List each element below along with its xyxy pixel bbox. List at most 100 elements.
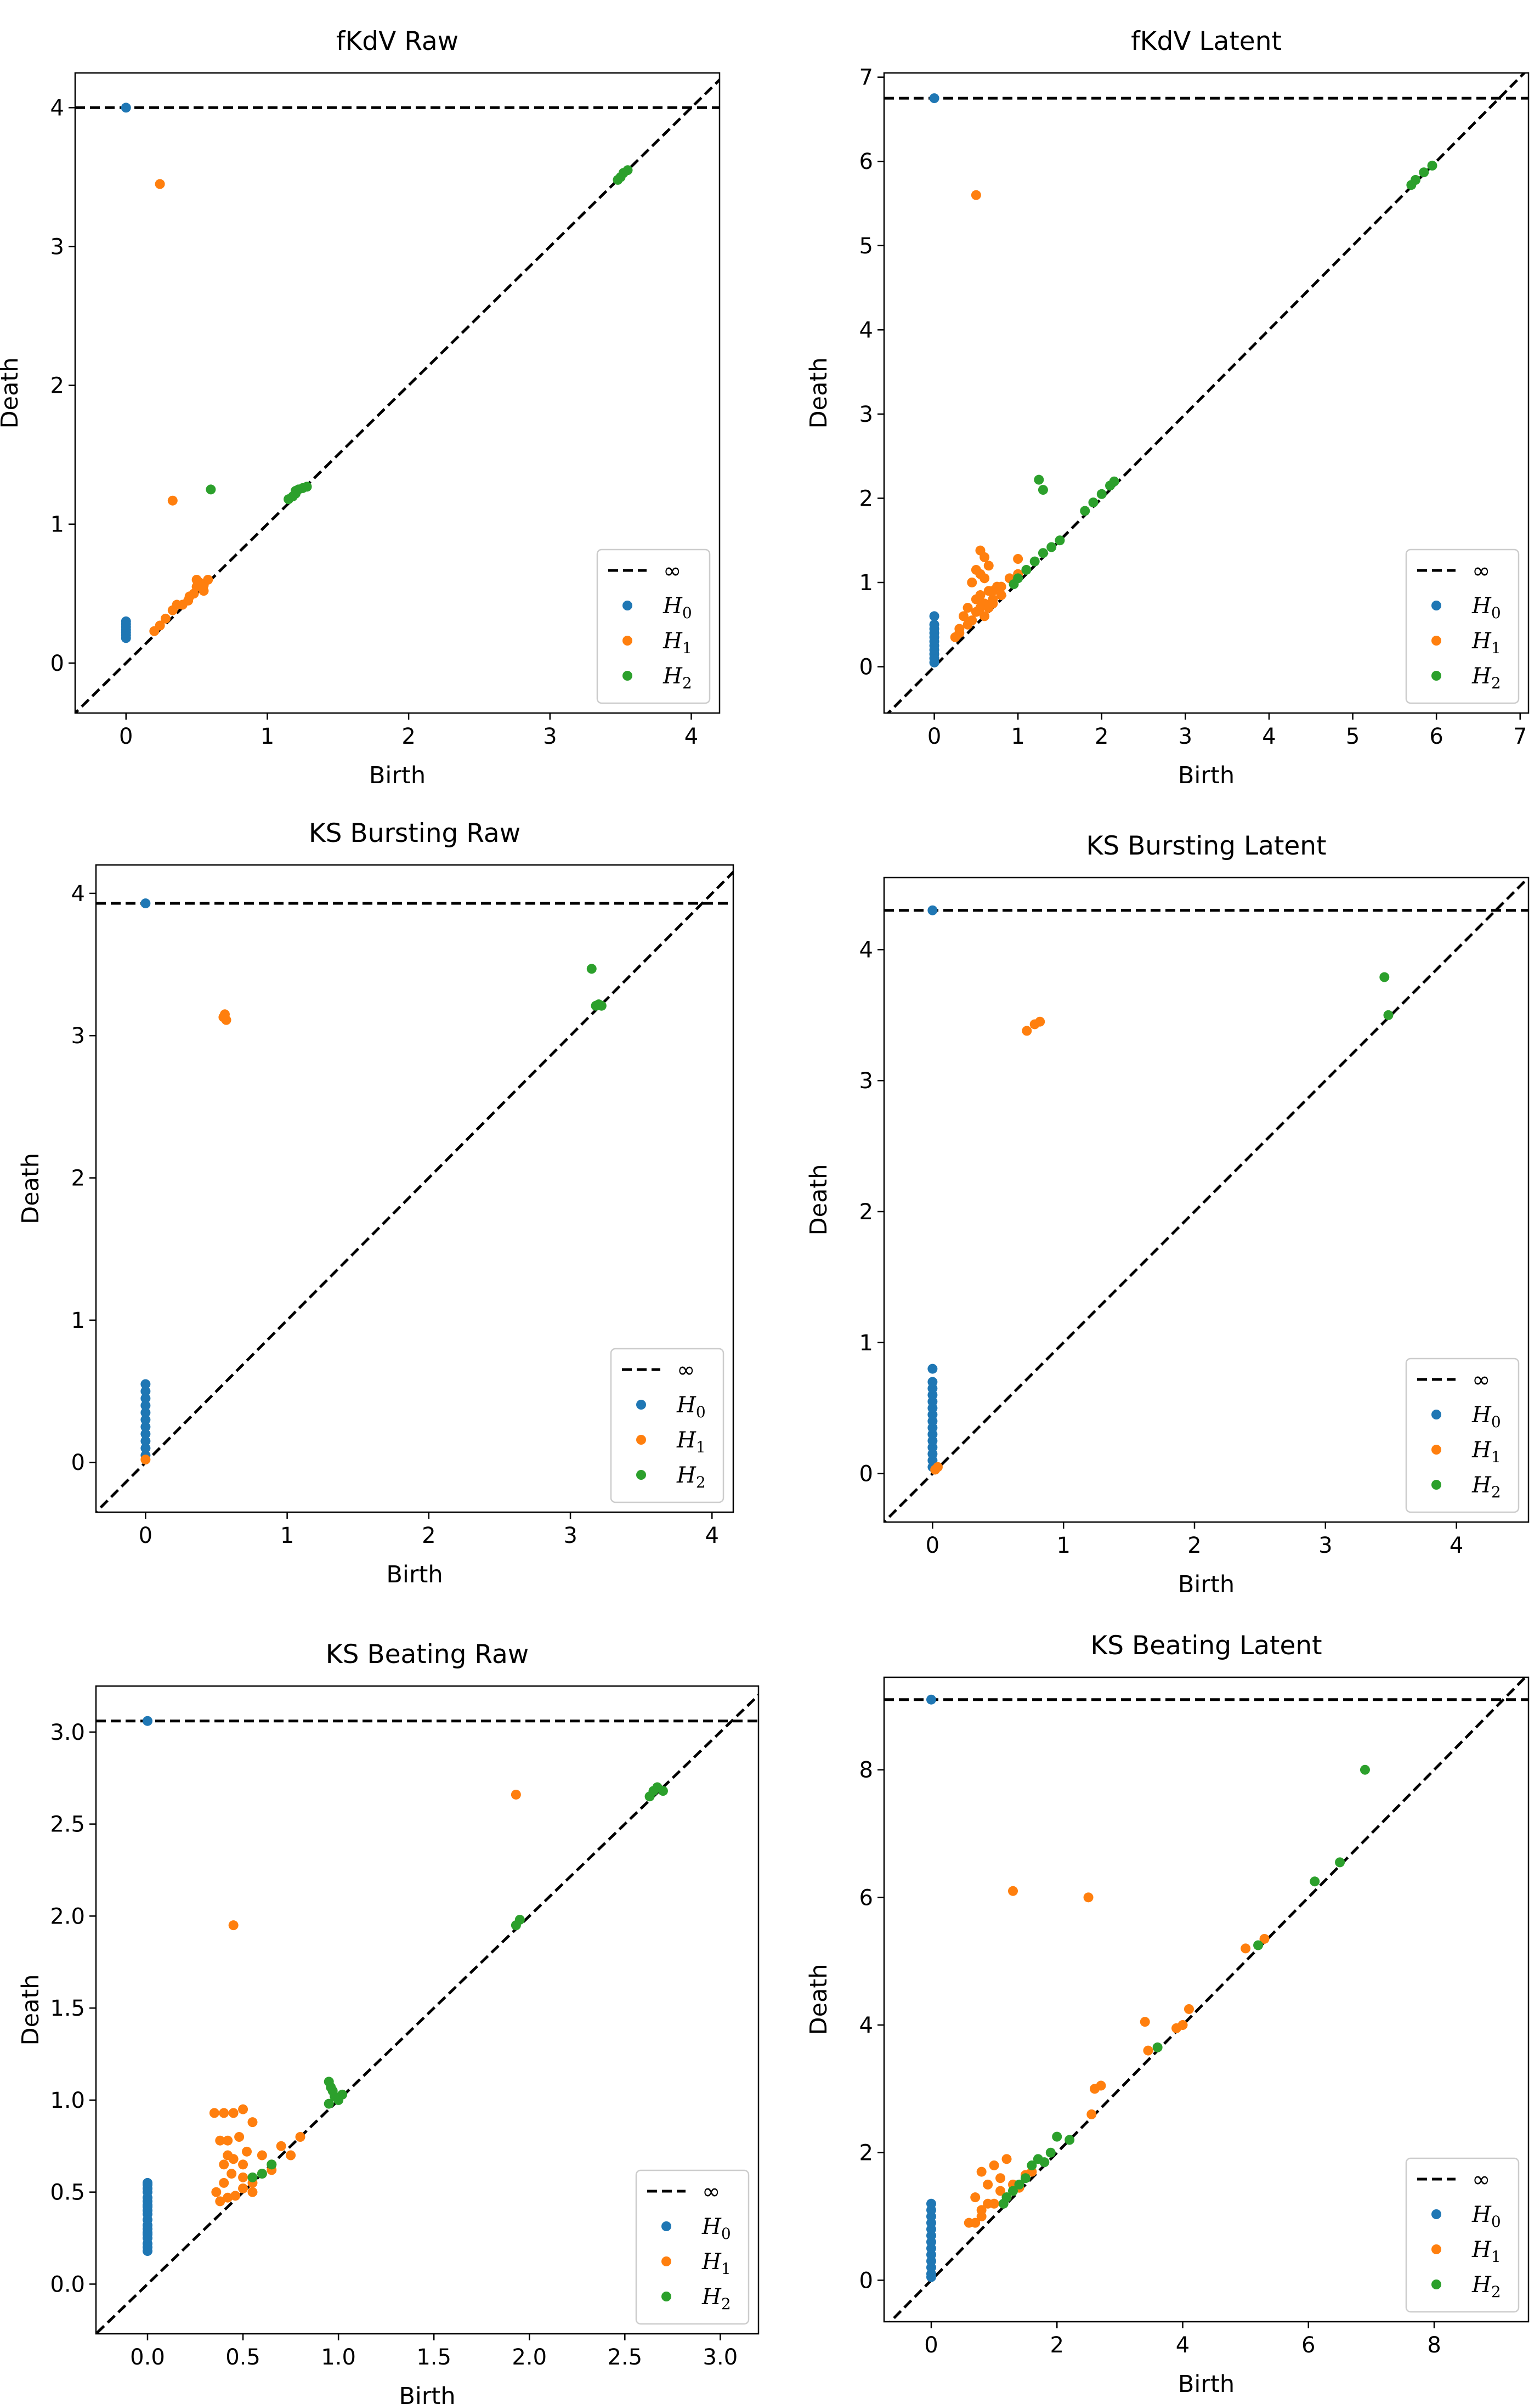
plot-area bbox=[96, 870, 733, 1512]
point-h1 bbox=[970, 2192, 981, 2203]
legend-h2-label: H2 bbox=[1471, 2272, 1501, 2301]
y-tick-label: 7 bbox=[859, 65, 873, 90]
y-tick-label: 4 bbox=[859, 2013, 873, 2038]
point-h1 bbox=[219, 2108, 229, 2118]
point-h2 bbox=[267, 2159, 277, 2170]
legend-box bbox=[1405, 1357, 1520, 1513]
point-h1 bbox=[227, 2169, 237, 2179]
point-h2 bbox=[1152, 2042, 1163, 2052]
legend-h1-swatch bbox=[661, 2256, 671, 2266]
x-tick-label: 1.0 bbox=[321, 2345, 356, 2370]
plot-area bbox=[884, 1677, 1528, 2322]
point-h2 bbox=[1009, 579, 1019, 590]
plot-area bbox=[96, 1693, 758, 2334]
point-h1 bbox=[209, 2108, 219, 2118]
point-h2 bbox=[1419, 167, 1429, 178]
point-h2 bbox=[1027, 2160, 1037, 2170]
point-h0 bbox=[140, 1422, 151, 1432]
point-h2 bbox=[206, 484, 216, 495]
point-h1 bbox=[1022, 1026, 1032, 1036]
point-h1 bbox=[975, 603, 986, 613]
point-h2 bbox=[337, 2089, 348, 2100]
point-h1 bbox=[295, 2132, 305, 2142]
y-tick-label: 2 bbox=[859, 2141, 873, 2166]
y-tick-label: 3 bbox=[859, 402, 873, 427]
y-tick-label: 1 bbox=[50, 512, 64, 538]
point-h1 bbox=[932, 1462, 943, 1472]
point-h0 bbox=[929, 93, 939, 104]
diagonal-line bbox=[96, 1693, 758, 2334]
x-axis-label: Birth bbox=[1178, 762, 1235, 789]
legend-h0-swatch bbox=[636, 1400, 646, 1410]
point-h1 bbox=[983, 2198, 993, 2209]
y-tick-label: 8 bbox=[859, 1758, 873, 1783]
point-h1 bbox=[983, 586, 994, 596]
y-tick-label: 4 bbox=[859, 937, 873, 963]
x-tick-label: 2 bbox=[1050, 2333, 1064, 2358]
x-axis-label: Birth bbox=[399, 2383, 455, 2404]
x-tick-label: 5 bbox=[1346, 724, 1360, 749]
point-h1 bbox=[976, 2167, 987, 2177]
point-h0 bbox=[121, 103, 131, 113]
x-tick-label: 4 bbox=[684, 724, 698, 749]
point-h1 bbox=[223, 2192, 233, 2203]
legend-h1-label: H1 bbox=[1471, 2237, 1501, 2266]
point-h2 bbox=[1065, 2135, 1075, 2145]
point-h0 bbox=[121, 616, 131, 626]
point-h0 bbox=[140, 1393, 151, 1404]
point-h1 bbox=[989, 2160, 999, 2170]
diagonal-line bbox=[888, 1677, 1527, 2322]
point-h2 bbox=[247, 2172, 258, 2182]
point-h2 bbox=[1020, 2173, 1031, 2184]
point-h2 bbox=[586, 964, 597, 974]
point-h1 bbox=[980, 552, 990, 562]
y-tick-label: 3 bbox=[50, 234, 64, 259]
y-tick-label: 0 bbox=[71, 1450, 85, 1475]
diagonal-line bbox=[884, 878, 1528, 1522]
point-h0 bbox=[140, 1436, 151, 1446]
point-h2 bbox=[1038, 485, 1048, 495]
x-tick-label: 0 bbox=[926, 1533, 939, 1558]
point-h1 bbox=[983, 2179, 993, 2190]
point-h2 bbox=[1410, 175, 1420, 185]
legend-h0-swatch bbox=[1431, 601, 1441, 610]
point-h2 bbox=[1360, 1764, 1370, 1775]
point-h1 bbox=[971, 190, 981, 200]
y-tick-label: 1 bbox=[71, 1308, 85, 1333]
point-h2 bbox=[658, 1786, 668, 1796]
y-tick-label: 5 bbox=[859, 234, 873, 259]
chart-title: fKdV Raw bbox=[336, 26, 458, 56]
point-h0 bbox=[140, 1400, 151, 1411]
legend-h1-swatch bbox=[1431, 2244, 1441, 2254]
point-h1 bbox=[967, 577, 977, 587]
point-h1 bbox=[247, 2187, 258, 2197]
point-h2 bbox=[302, 482, 312, 492]
point-h1 bbox=[976, 2205, 987, 2215]
point-h1 bbox=[140, 1455, 151, 1465]
x-tick-label: 3 bbox=[563, 1523, 577, 1548]
diagonal-line bbox=[96, 870, 733, 1512]
point-h2 bbox=[998, 2198, 1009, 2209]
point-h1 bbox=[215, 2196, 225, 2207]
axes-frame bbox=[74, 72, 721, 714]
x-tick-label: 3 bbox=[1318, 1533, 1332, 1558]
y-tick-label: 1 bbox=[859, 1331, 873, 1356]
point-h0 bbox=[140, 898, 151, 909]
y-tick-label: 0 bbox=[50, 651, 64, 676]
y-tick-label: 4 bbox=[50, 95, 64, 121]
point-h2 bbox=[1021, 564, 1032, 575]
chart-title: fKdV Latent bbox=[1131, 26, 1282, 56]
y-tick-label: 2 bbox=[859, 486, 873, 511]
y-tick-label: 0 bbox=[859, 2268, 873, 2293]
point-h1 bbox=[286, 2150, 296, 2160]
chart-panel-3: KS Bursting Raw Birth Death 0 1 2 3 4 0 1 2 3 4 ∞H0H1… bbox=[17, 818, 734, 1588]
y-tick-label: 0 bbox=[859, 1462, 873, 1487]
legend-h2-swatch bbox=[622, 671, 632, 681]
point-h1 bbox=[238, 2183, 248, 2193]
x-tick-label: 4 bbox=[705, 1523, 719, 1548]
point-h1 bbox=[954, 628, 965, 638]
